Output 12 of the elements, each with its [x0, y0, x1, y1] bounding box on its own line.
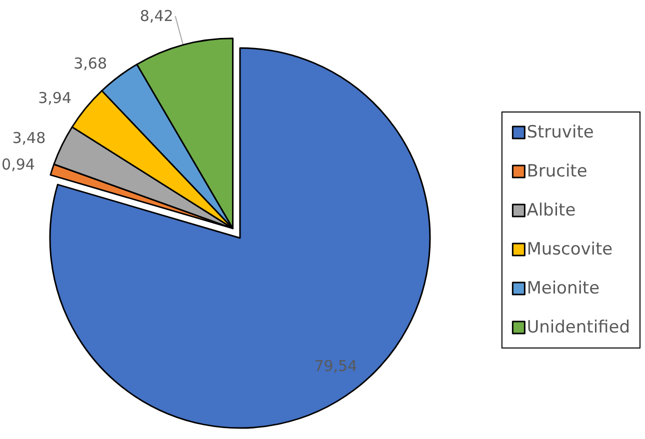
- legend-label: Unidentified: [526, 318, 630, 338]
- legend-label: Brucite: [526, 162, 588, 182]
- data-label: 3,68: [74, 54, 108, 73]
- legend-label: Meionite: [526, 278, 600, 298]
- data-label: 0,94: [2, 156, 35, 174]
- data-label: 8,42: [140, 7, 174, 26]
- data-label: 79,54: [314, 356, 358, 375]
- data-label: 3,94: [38, 88, 72, 107]
- legend-label: Muscovite: [526, 240, 613, 260]
- legend-label: Struvite: [526, 122, 594, 142]
- data-label: 3,48: [12, 129, 46, 148]
- legend-label: Albite: [526, 200, 576, 220]
